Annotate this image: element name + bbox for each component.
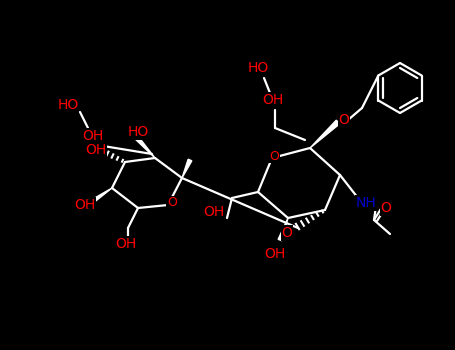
Text: OH: OH <box>116 237 136 251</box>
Polygon shape <box>278 218 288 241</box>
Text: O: O <box>269 149 279 162</box>
Text: HO: HO <box>127 125 149 139</box>
Text: NH: NH <box>356 196 376 210</box>
Text: OH: OH <box>203 205 225 219</box>
Text: HO: HO <box>57 98 79 112</box>
Text: OH: OH <box>74 198 96 212</box>
Text: O: O <box>339 113 349 127</box>
Text: OH: OH <box>82 129 104 143</box>
Text: O: O <box>167 196 177 210</box>
Polygon shape <box>89 188 112 205</box>
Text: OH: OH <box>263 93 283 107</box>
Text: O: O <box>380 201 391 215</box>
Polygon shape <box>136 136 155 158</box>
Text: O: O <box>282 226 293 240</box>
Text: OH: OH <box>264 247 286 261</box>
Text: OH: OH <box>86 143 106 157</box>
Polygon shape <box>310 120 340 148</box>
Polygon shape <box>182 159 192 178</box>
Text: HO: HO <box>248 61 268 75</box>
